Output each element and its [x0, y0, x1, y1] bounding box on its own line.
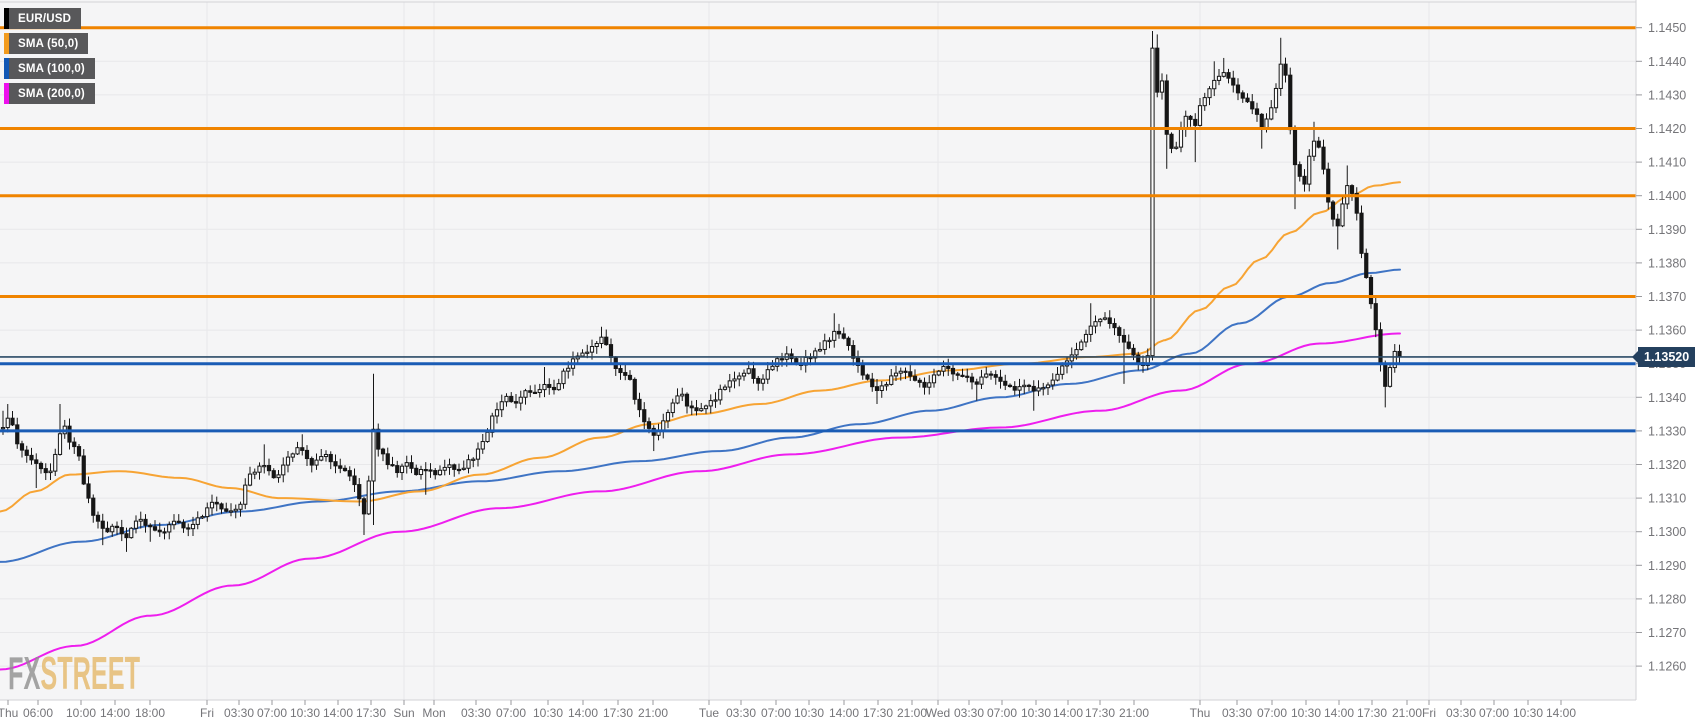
svg-text:07:00: 07:00	[987, 706, 1017, 720]
svg-text:1.1320: 1.1320	[1648, 458, 1686, 472]
svg-text:10:30: 10:30	[533, 706, 563, 720]
svg-text:Mon: Mon	[422, 706, 445, 720]
svg-text:07:00: 07:00	[1257, 706, 1287, 720]
sma50-color-bar	[4, 33, 9, 54]
svg-text:Wed: Wed	[926, 706, 950, 720]
support-resistance-lines	[0, 26, 1636, 433]
svg-text:17:30: 17:30	[863, 706, 893, 720]
svg-text:03:30: 03:30	[954, 706, 984, 720]
svg-text:14:00: 14:00	[1546, 706, 1576, 720]
svg-text:1.1380: 1.1380	[1648, 256, 1686, 270]
svg-text:Thu: Thu	[0, 706, 18, 720]
svg-text:10:30: 10:30	[1021, 706, 1051, 720]
time-axis-labels: Thu 06:00 10:00 14:00 18:00 Fri 03:30 07:00 10:3…	[0, 700, 1576, 720]
svg-text:07:00: 07:00	[761, 706, 791, 720]
svg-text:1.1390: 1.1390	[1648, 223, 1686, 237]
symbol-label: EUR/USD	[9, 8, 82, 29]
sma-200-line	[0, 332, 1401, 671]
svg-text:1.1370: 1.1370	[1648, 290, 1686, 304]
legend-item-sma200[interactable]: SMA (200,0)	[4, 83, 95, 104]
svg-text:17:30: 17:30	[603, 706, 633, 720]
svg-text:14:00: 14:00	[568, 706, 598, 720]
symbol-color-bar	[4, 8, 9, 29]
legend-item-symbol[interactable]: EUR/USD	[4, 8, 82, 29]
legend-item-sma50[interactable]: SMA (50,0)	[4, 33, 89, 54]
svg-text:1.1440: 1.1440	[1648, 55, 1686, 69]
svg-text:14:00: 14:00	[1053, 706, 1083, 720]
svg-text:1.1260: 1.1260	[1648, 660, 1686, 674]
svg-text:Tue: Tue	[699, 706, 720, 720]
svg-text:10:30: 10:30	[1291, 706, 1321, 720]
svg-text:1.1360: 1.1360	[1648, 324, 1686, 338]
svg-text:21:00: 21:00	[1119, 706, 1149, 720]
svg-text:10:30: 10:30	[794, 706, 824, 720]
svg-text:18:00: 18:00	[135, 706, 165, 720]
sma50-label: SMA (50,0)	[9, 33, 89, 54]
svg-text:03:30: 03:30	[224, 706, 254, 720]
svg-text:Thu: Thu	[1190, 706, 1211, 720]
svg-text:10:30: 10:30	[1513, 706, 1543, 720]
svg-text:14:00: 14:00	[323, 706, 353, 720]
svg-text:1.1450: 1.1450	[1648, 21, 1686, 35]
sma200-color-bar	[4, 83, 9, 104]
svg-text:07:00: 07:00	[496, 706, 526, 720]
svg-text:1.1280: 1.1280	[1648, 592, 1686, 606]
sma100-label: SMA (100,0)	[9, 58, 95, 79]
svg-text:21:00: 21:00	[897, 706, 927, 720]
svg-text:17:30: 17:30	[1357, 706, 1387, 720]
sma100-color-bar	[4, 58, 9, 79]
svg-text:10:00: 10:00	[66, 706, 96, 720]
svg-text:1.1310: 1.1310	[1648, 492, 1686, 506]
svg-text:1.1430: 1.1430	[1648, 88, 1686, 102]
svg-text:07:00: 07:00	[257, 706, 287, 720]
svg-text:1.1270: 1.1270	[1648, 626, 1686, 640]
chart-legend: EUR/USD SMA (50,0) SMA (100,0) SMA (200,…	[4, 8, 95, 104]
svg-text:21:00: 21:00	[638, 706, 668, 720]
svg-text:14:00: 14:00	[100, 706, 130, 720]
svg-text:14:00: 14:00	[829, 706, 859, 720]
svg-text:03:30: 03:30	[1446, 706, 1476, 720]
svg-text:1.1410: 1.1410	[1648, 156, 1686, 170]
legend-item-sma100[interactable]: SMA (100,0)	[4, 58, 95, 79]
svg-text:Sun: Sun	[393, 706, 414, 720]
sma-50-line	[0, 181, 1401, 513]
svg-text:1.1290: 1.1290	[1648, 559, 1686, 573]
last-price-tag: 1.13520	[1631, 347, 1696, 367]
svg-text:1.1420: 1.1420	[1648, 122, 1686, 136]
svg-text:Fri: Fri	[1422, 706, 1436, 720]
svg-text:1.1400: 1.1400	[1648, 189, 1686, 203]
svg-text:17:30: 17:30	[1085, 706, 1115, 720]
svg-text:10:30: 10:30	[290, 706, 320, 720]
svg-text:1.1330: 1.1330	[1648, 424, 1686, 438]
svg-text:03:30: 03:30	[461, 706, 491, 720]
svg-text:07:00: 07:00	[1479, 706, 1509, 720]
sma200-label: SMA (200,0)	[9, 83, 95, 104]
svg-text:17:30: 17:30	[356, 706, 386, 720]
svg-text:1.1340: 1.1340	[1648, 391, 1686, 405]
svg-text:14:00: 14:00	[1324, 706, 1354, 720]
svg-text:03:30: 03:30	[1222, 706, 1252, 720]
plot-border	[0, 0, 1637, 701]
svg-text:03:30: 03:30	[726, 706, 756, 720]
price-axis-labels: 1.1260 1.1270 1.1280 1.1290 1.1300 1.1310 1.13…	[1636, 21, 1686, 674]
svg-text:Fri: Fri	[200, 706, 214, 720]
svg-text:1.1300: 1.1300	[1648, 525, 1686, 539]
svg-text:21:00: 21:00	[1392, 706, 1422, 720]
svg-text:06:00: 06:00	[23, 706, 53, 720]
